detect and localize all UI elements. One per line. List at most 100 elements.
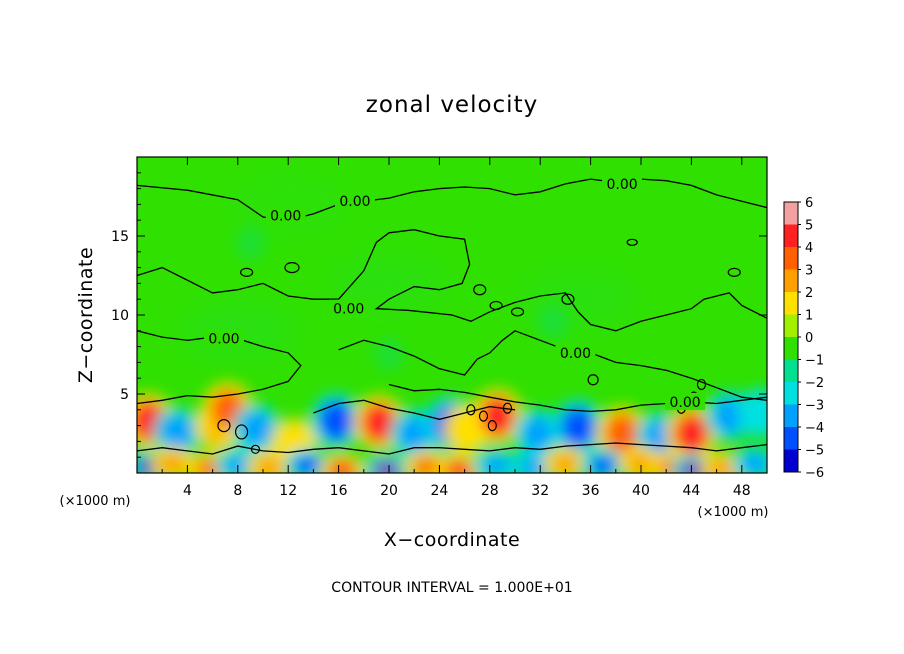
contour-label-bg [265,206,306,224]
contour-loop [696,378,707,391]
contour-loop [626,238,638,246]
colorbar-swatch [784,292,798,315]
zero-contour-line [338,330,767,401]
field-feature [674,413,709,454]
y-tick-label: 10 [111,308,129,324]
colorbar-tick-label: 2 [805,286,813,301]
field-feature [158,454,187,473]
contour-loop [561,293,575,305]
colorbar-tick-label: 3 [805,264,813,279]
x-tick-label: 40 [632,483,650,499]
colorbar-swatch [784,382,798,405]
colorbar-swatch [784,247,798,270]
field-feature [444,460,473,473]
colorbar-tick-label: 5 [805,219,813,234]
velocity-field [137,174,767,473]
colorbar-tick-label: −2 [805,376,824,391]
field-feature [519,457,548,473]
field-feature [319,400,354,441]
field-feature [627,454,655,473]
colorbar-tick-label: 4 [805,241,813,256]
field-feature [480,396,515,437]
field-shade [518,269,638,330]
colorbar-tick-label: 0 [805,331,813,346]
contour-loop [478,410,489,422]
field-feature [162,414,193,449]
colorbar-tick-label: 1 [805,309,813,324]
y-tick-label: 15 [111,229,129,245]
x-tick-label: 24 [430,483,448,499]
field-shade [329,253,449,314]
field-feature [551,454,580,473]
contour-loop [489,300,503,311]
x-tick-label: 20 [380,483,398,499]
contour-loop [487,420,497,432]
colorbar-swatch [784,404,798,428]
x-tick-label: 4 [183,483,192,499]
x-tick-label: 32 [531,483,549,499]
zero-contour-line [137,330,302,405]
contour-loop [473,284,487,296]
colorbar-swatch [784,449,798,473]
contour-interval-note: CONTOUR INTERVAL = 1.000E+01 [331,580,572,596]
y-axis-unit: (×1000 m) [60,494,131,509]
contour-label: 0.00 [208,332,239,348]
colorbar-swatch [784,202,798,225]
chart-title: zonal velocity [366,92,538,118]
x-tick-label: 44 [682,483,700,499]
colorbar-tick-label: −6 [805,466,824,481]
field-feature [482,456,511,473]
field-feature [561,407,595,448]
plot-area: 0.00 0.00 0.00 0.00 0.00 0.00 0.00 [136,156,768,474]
field-feature [589,456,618,473]
contour-label: 0.00 [560,346,591,362]
contour-loop [250,444,261,454]
x-tick-label: 16 [330,483,348,499]
contour-loop [234,424,249,440]
colorbar-tick-label: −3 [805,399,824,414]
field-feature [361,402,396,443]
contour-label-bg [665,392,706,410]
colorbar-swatch [784,337,798,360]
x-axis-unit: (×1000 m) [698,505,769,520]
zero-contour-line [137,229,767,332]
contour-label-bg [328,299,369,317]
colorbar-swatch [784,269,798,293]
contour-label: 0.00 [339,194,370,210]
contour-loop [284,262,300,274]
contour-label: 0.00 [333,302,364,318]
zero-contour-line [313,399,516,420]
colorbar: 6 5 4 3 2 1 0 −1 −2 −3 −4 −5 −6 [783,196,824,481]
field-shade [228,174,349,235]
colorbar-tick-label: −1 [805,354,824,369]
x-tick-label: 12 [279,483,297,499]
y-axis: 5 10 15 [111,172,767,458]
y-tick-label: 5 [120,387,129,403]
field-feature [522,416,553,451]
contour-label: 0.00 [270,208,301,224]
x-tick-label: 8 [233,483,242,499]
field-feature [223,456,252,473]
x-axis: 4 8 12 16 20 24 28 32 36 40 44 48 [161,157,751,499]
field-feature [255,457,284,473]
contour-loop [502,402,513,414]
x-tick-label: 48 [733,483,751,499]
contour-loop [466,404,476,416]
contour-loop [587,374,599,386]
field-feature [399,416,430,451]
field-feature [372,460,401,473]
colorbar-swatch [784,427,798,450]
colorbar-tick-label: 6 [805,196,813,211]
field-feature [241,411,272,446]
x-tick-label: 28 [481,483,499,499]
field-feature [328,460,357,473]
contour-loop [240,267,254,277]
colorbar-swatch [784,359,798,383]
contour-labels: 0.00 0.00 0.00 0.00 0.00 0.00 0.00 [203,174,706,411]
contour-loop [217,419,231,433]
colorbar-tick-label: −4 [805,421,824,436]
contour-label-bg [555,343,596,361]
colorbar-tick-label: −5 [805,444,824,459]
field-feature [235,226,266,261]
